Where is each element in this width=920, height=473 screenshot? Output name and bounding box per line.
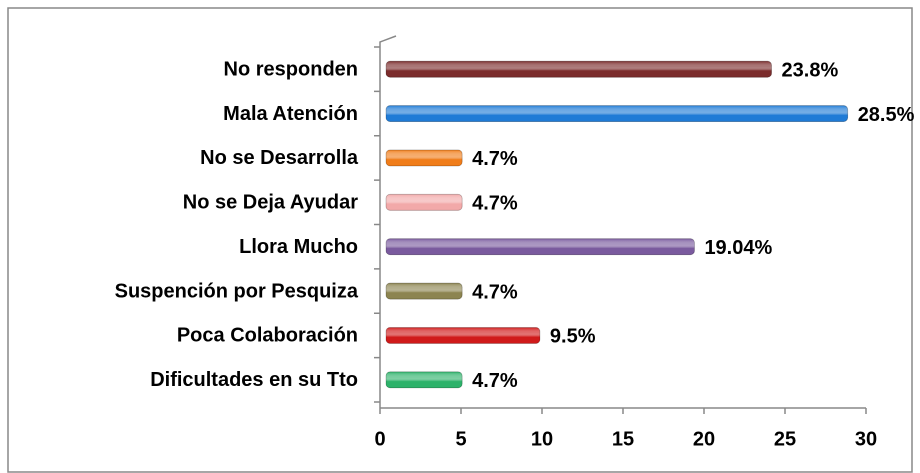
value-label: 4.7%: [472, 370, 518, 392]
bar: [385, 105, 849, 122]
bar: [385, 149, 463, 167]
bar: [385, 282, 463, 300]
x-tick-label: 15: [612, 428, 634, 450]
bar: [385, 327, 541, 344]
y-tick-label: No se Desarrolla: [200, 147, 359, 169]
x-tick-label: 20: [693, 428, 715, 450]
bar: [385, 371, 463, 389]
y-tick-label: Poca Colaboración: [177, 325, 358, 347]
bar: [385, 60, 772, 78]
y-tick-label: Llora Mucho: [239, 236, 358, 258]
value-label: 28.5%: [858, 104, 915, 126]
y-tick-label: No responden: [224, 58, 358, 80]
value-label: 4.7%: [472, 193, 518, 215]
x-tick-label: 5: [455, 428, 466, 450]
x-tick-label: 25: [774, 428, 796, 450]
value-label: 23.8%: [782, 59, 839, 81]
value-label: 4.7%: [472, 148, 518, 170]
y-axis: [379, 35, 397, 408]
value-label: 9.5%: [550, 326, 596, 348]
y-tick-label: No se Deja Ayudar: [183, 192, 358, 214]
y-tick-label: Suspención por Pesquiza: [115, 280, 359, 302]
value-label: 4.7%: [472, 281, 518, 303]
value-label: 19.04%: [704, 237, 772, 259]
bar: [385, 193, 463, 211]
x-tick-label: 0: [374, 428, 385, 450]
x-tick-label: 30: [855, 428, 877, 450]
x-tick-label: 10: [531, 428, 553, 450]
y-tick-label: Mala Atención: [223, 103, 358, 125]
y-tick-label: Dificultades en su Tto: [150, 369, 358, 391]
bar: [385, 238, 695, 256]
